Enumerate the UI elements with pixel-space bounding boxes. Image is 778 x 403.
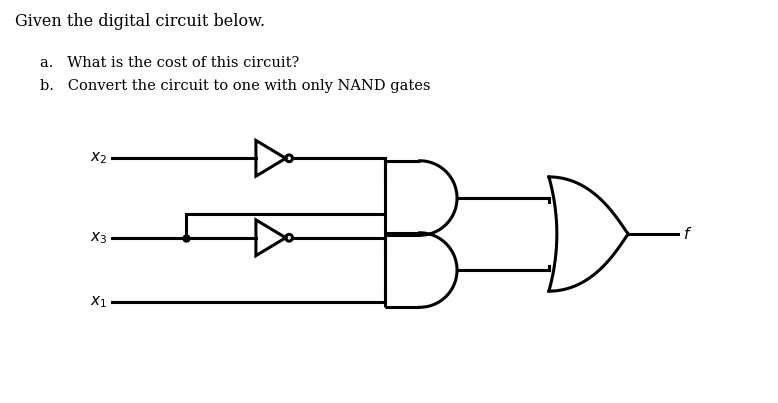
Text: $x_2$: $x_2$	[90, 150, 107, 166]
Text: Given the digital circuit below.: Given the digital circuit below.	[15, 13, 265, 30]
Text: $x_3$: $x_3$	[89, 230, 107, 245]
Text: $x_1$: $x_1$	[89, 295, 107, 310]
Text: b.   Convert the circuit to one with only NAND gates: b. Convert the circuit to one with only …	[40, 79, 431, 93]
Text: a.   What is the cost of this circuit?: a. What is the cost of this circuit?	[40, 56, 300, 70]
Text: $f$: $f$	[683, 226, 692, 242]
